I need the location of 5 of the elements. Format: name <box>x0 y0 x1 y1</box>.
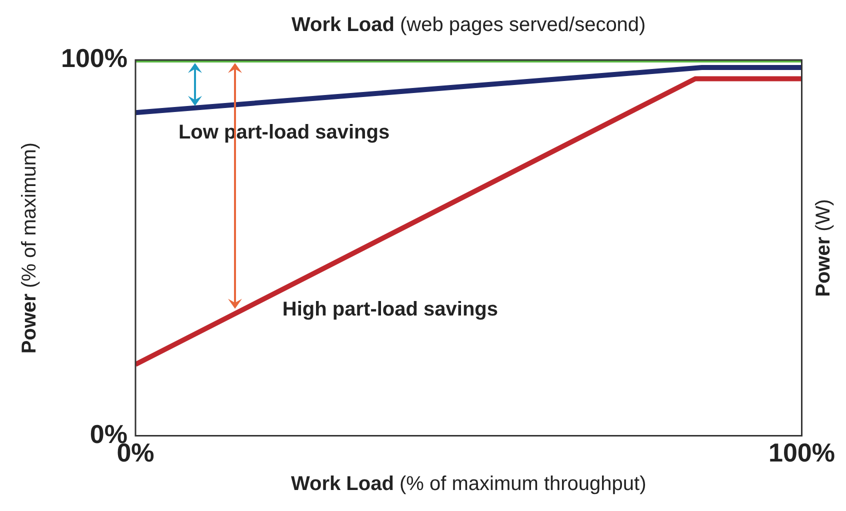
x2-axis-title: Work Load (web pages served/second) <box>291 14 646 36</box>
x-axis-title: Work Load (% of maximum throughput) <box>290 473 646 495</box>
y2-axis-title: Power (W) <box>812 199 834 297</box>
y-axis-title: Power (% of maximum) <box>18 142 40 354</box>
annotation: High part-load savings <box>282 298 498 320</box>
